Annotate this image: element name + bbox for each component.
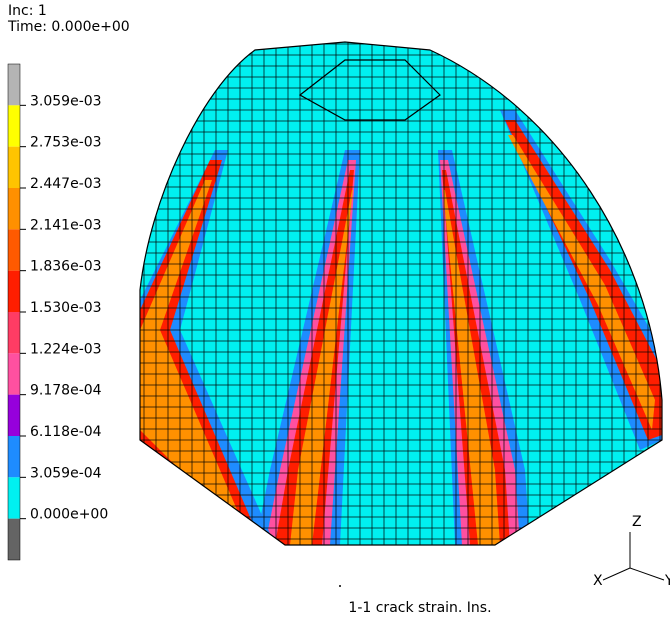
legend-label: 9.178e-04: [30, 383, 102, 399]
legend-band: [8, 436, 20, 478]
y-axis-label: Y: [664, 573, 670, 589]
legend-label: 2.141e-03: [30, 217, 102, 233]
y-axis-line: [629, 567, 665, 581]
legend-label: 1.224e-03: [30, 341, 102, 357]
legend-band: [8, 64, 20, 106]
legend-band: [8, 229, 20, 271]
legend-band: [8, 188, 20, 230]
legend-band: [8, 353, 20, 395]
legend-label: 6.118e-04: [30, 424, 102, 440]
legend-band: [8, 477, 20, 519]
legend-label: 1.836e-03: [30, 259, 102, 275]
time: Time: 0.000e+00: [7, 19, 130, 35]
legend: 3.059e-03 2.753e-03 2.447e-03 2.141e-03 1.83…: [7, 63, 108, 561]
x-axis-line: [602, 567, 631, 581]
mesh: [140, 42, 662, 545]
legend-band: [8, 394, 20, 436]
legend-band: [8, 270, 20, 312]
legend-band: [8, 105, 20, 147]
marker-dot: [339, 585, 341, 587]
legend-band: [8, 312, 20, 354]
legend-band: [8, 518, 20, 560]
z-axis-label: Z: [632, 514, 642, 530]
legend-label: 3.059e-04: [30, 465, 102, 481]
axis-triad: Z X Y: [593, 514, 670, 589]
legend-label: 2.447e-03: [30, 176, 102, 192]
increment: Inc: 1: [8, 3, 47, 19]
legend-label: 1.530e-03: [30, 300, 102, 316]
legend-label: 0.000e+00: [30, 507, 108, 523]
legend-label: 3.059e-03: [30, 93, 102, 109]
legend-band: [8, 146, 20, 188]
legend-label: 2.753e-03: [30, 135, 102, 151]
x-axis-label: X: [593, 573, 603, 589]
dome-outline: [139, 41, 663, 546]
caption: 1-1 crack strain. Ins.: [348, 600, 491, 616]
dome-model: [140, 42, 662, 545]
